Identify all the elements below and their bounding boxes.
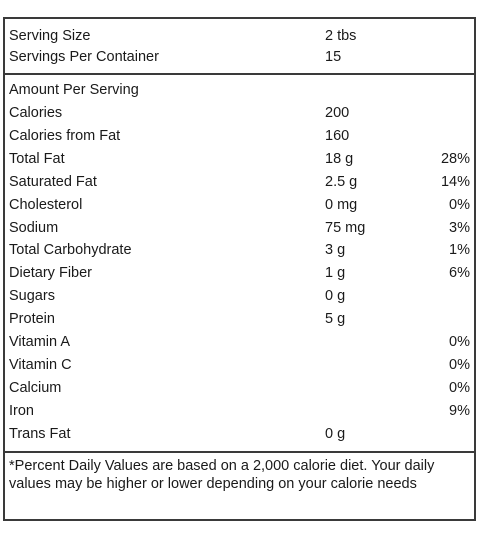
nutrient-amount: 0 mg [325,196,358,213]
nutrient-amount: 200 [325,105,350,121]
nutrient-row: Calcium 0% [5,377,474,400]
nutrient-label: Calories [9,105,63,121]
nutrient-row: Trans Fat 0 g [5,423,474,446]
nutrient-amount: 1 g [325,265,346,282]
nutrient-row: Calories 200 [5,102,474,125]
nutrients-section: Amount Per Serving Calories 200 Calories f… [5,75,474,451]
nutrient-daily-value: 0% [449,196,470,213]
nutrient-daily-value: 1% [449,242,470,259]
nutrient-row: Sodium 75 mg 3% [5,217,474,240]
serving-size-row: Serving Size 2 tbs [5,25,474,48]
nutrient-daily-value: 9% [449,402,470,419]
nutrient-amount: 160 [325,127,350,144]
nutrient-daily-value: 0% [449,379,470,396]
nutrient-label: Iron [9,402,34,419]
nutrient-row: Calories from Fat 160 [5,125,474,148]
nutrient-label: Dietary Fiber [9,265,92,282]
nutrient-amount: 75 mg [325,219,366,236]
nutrient-label: Sodium [9,219,59,236]
servings-per-container-value: 15 [325,49,342,65]
divider-top [5,73,474,75]
amount-per-serving-label: Amount Per Serving [9,82,139,98]
nutrient-amount: 3 g [325,242,346,259]
nutrient-row: Vitamin A 0% [5,331,474,354]
nutrient-amount: 2.5 g [325,173,358,190]
nutrient-label: Saturated Fat [9,173,97,190]
servings-per-container-label: Servings Per Container [9,49,159,65]
nutrient-row: Total Fat 18 g 28% [5,148,474,171]
servings-per-container-row: Servings Per Container 15 [5,46,474,69]
nutrition-facts-panel: Serving Size 2 tbs Servings Per Containe… [3,17,476,521]
nutrient-label: Trans Fat [9,425,71,442]
nutrient-row: Total Carbohydrate 3 g 1% [5,239,474,262]
serving-size-value: 2 tbs [325,28,357,44]
nutrient-daily-value: 3% [449,219,470,236]
nutrient-row: Iron 9% [5,400,474,423]
nutrient-daily-value: 0% [449,334,470,350]
nutrient-label: Calcium [9,379,62,396]
footnote-section: *Percent Daily Values are based on a 2,0… [5,452,474,521]
serving-info-section: Serving Size 2 tbs Servings Per Containe… [5,19,474,73]
amount-per-serving-heading: Amount Per Serving [5,79,474,102]
nutrient-amount: 18 g [325,150,354,167]
nutrient-amount: 0 g [325,288,346,305]
nutrient-daily-value: 6% [449,265,470,282]
nutrient-label: Total Fat [9,150,65,167]
nutrient-daily-value: 14% [440,173,470,190]
nutrient-daily-value: 28% [440,150,470,167]
nutrient-row: Vitamin C 0% [5,354,474,377]
daily-values-footnote: *Percent Daily Values are based on a 2,0… [9,458,435,492]
nutrient-row: Sugars 0 g [5,285,474,308]
nutrient-label: Sugars [9,288,55,305]
nutrient-row: Dietary Fiber 1 g 6% [5,262,474,285]
nutrient-row: Cholesterol 0 mg 0% [5,194,474,217]
serving-size-label: Serving Size [9,28,91,44]
nutrient-amount: 0 g [325,425,346,442]
nutrient-label: Vitamin C [9,356,72,373]
nutrient-row: Protein 5 g [5,308,474,331]
nutrient-label: Vitamin A [9,334,70,350]
nutrient-label: Cholesterol [9,196,83,213]
divider-bottom [5,451,474,453]
nutrient-label: Total Carbohydrate [9,242,132,259]
nutrient-label: Calories from Fat [9,127,121,144]
nutrient-daily-value: 0% [449,356,470,373]
nutrient-label: Protein [9,311,55,328]
nutrient-amount: 5 g [325,311,346,328]
nutrient-row: Saturated Fat 2.5 g 14% [5,171,474,194]
